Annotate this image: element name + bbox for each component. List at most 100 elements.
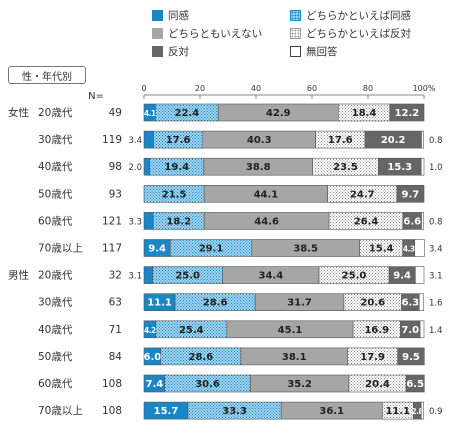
bar-label-disagree: 9.5 (402, 352, 420, 363)
n-value: 108 (102, 405, 122, 417)
bar-label-neutral: 44.6 (254, 216, 279, 227)
legend-item-disagree: 反対 (152, 44, 189, 58)
x-tick-label: 40 (251, 84, 261, 93)
bar-label-neutral: 31.7 (287, 298, 312, 309)
bar-segment-disagree (397, 347, 425, 366)
bar-label-somewhat-disagree: 25.0 (342, 271, 367, 282)
bar-label-disagree: 7.0 (401, 325, 419, 336)
bar-label-somewhat-disagree: 11.1 (385, 406, 410, 417)
outside-right-label: 0.9 (429, 407, 443, 417)
legend-swatch-neutral (152, 27, 163, 39)
x-tick-label: 80 (363, 84, 373, 93)
age-label: 50歳代 (38, 188, 73, 200)
bar-segment-no-answer (415, 266, 425, 284)
legend-item-agree: 同感 (152, 8, 189, 22)
legend-label-somewhat-agree: どちらかといえば同感 (306, 9, 411, 22)
n-value: 117 (102, 243, 122, 255)
x-tick-label: 60 (307, 84, 317, 93)
bar-label-somewhat-agree: 25.4 (179, 325, 204, 336)
bar-row: 70歳以上 108 15.7 33.3 36.1 11.1 2.8 0.9 (38, 401, 443, 420)
bar-rows: 女性 20歳代 49 4.1 22.4 42.9 18.4 12.2 30歳代 119 17.6 40… (8, 103, 443, 420)
n-value: 84 (109, 351, 123, 363)
bar-label-somewhat-agree: 22.4 (174, 108, 199, 119)
bar-row: 60歳代 121 18.2 44.6 26.4 6.6 3.3 0.8 (38, 212, 443, 230)
bar-segment-agree (143, 212, 154, 230)
n-value: 93 (109, 188, 122, 200)
bar-label-somewhat-disagree: 23.5 (333, 162, 358, 173)
bar-label-somewhat-agree: 21.5 (162, 189, 187, 200)
n-value: 108 (102, 378, 122, 390)
bar-label-neutral: 42.9 (266, 108, 291, 119)
bar-label-somewhat-agree: 19.4 (164, 162, 189, 173)
legend-item-neutral: どちらともいえない (152, 26, 262, 40)
bar-label-agree: 11.1 (147, 298, 172, 309)
bar-row: 30歳代 63 11.1 28.6 31.7 20.6 6.3 1.6 (38, 293, 443, 312)
bar-row: 40歳代 71 4.2 25.4 45.1 16.9 7.0 1.4 (38, 320, 443, 339)
age-label: 40歳代 (38, 324, 73, 336)
bar-label-neutral: 40.3 (247, 135, 272, 146)
age-label: 50歳代 (38, 351, 73, 363)
outside-right-label: 0.8 (429, 136, 443, 146)
age-label: 30歳代 (38, 134, 73, 146)
bar-label-neutral: 36.1 (319, 406, 344, 417)
bar-segment-agree (143, 157, 150, 176)
bar-label-agree: 6.0 (144, 352, 162, 363)
bar-label-somewhat-disagree: 16.9 (364, 325, 389, 336)
age-label: 40歳代 (38, 161, 73, 173)
n-value: 71 (109, 324, 122, 336)
legend-swatch-agree (152, 9, 163, 21)
bar-segment-no-answer (419, 320, 425, 339)
outside-right-label: 0.8 (429, 217, 443, 227)
legend-item-somewhat-agree: どちらかといえば同感 (290, 8, 411, 22)
outside-right-label: 1.4 (429, 326, 443, 336)
bar-label-somewhat-agree: 29.1 (199, 244, 224, 255)
outside-left-label: 3.4 (128, 136, 142, 146)
bar-label-somewhat-agree: 28.6 (188, 352, 213, 363)
n-header: N= (88, 91, 104, 102)
bar-label-somewhat-agree: 30.6 (195, 379, 220, 390)
legend-label-disagree: 反対 (168, 45, 189, 58)
bar-label-agree: 4.1 (144, 109, 156, 118)
x-axis: 0 20 40 60 80 100% (141, 84, 436, 99)
bar-label-neutral: 35.2 (287, 379, 312, 390)
bar-label-neutral: 38.5 (293, 244, 318, 255)
bar-label-somewhat-disagree: 24.7 (350, 189, 375, 200)
bar-label-disagree: 6.3 (402, 298, 420, 309)
legend-swatch-disagree (152, 45, 163, 57)
legend-label-somewhat-disagree: どちらかといえば反対 (306, 27, 411, 40)
n-value: 63 (109, 297, 122, 309)
bar-segment-no-answer (421, 130, 425, 149)
n-value: 121 (102, 215, 122, 227)
legend-swatch-somewhat-agree (290, 9, 301, 21)
bar-label-somewhat-disagree: 17.9 (360, 352, 385, 363)
age-label: 30歳代 (38, 297, 73, 309)
age-label: 20歳代 (38, 107, 73, 119)
sex-label: 女性 (8, 106, 29, 119)
bar-row: 50歳代 84 6.0 28.6 38.1 17.9 9.5 (38, 347, 425, 366)
bar-label-somewhat-agree: 33.3 (222, 406, 247, 417)
legend-label-neutral: どちらともいえない (168, 27, 263, 40)
bar-label-somewhat-agree: 28.6 (203, 298, 228, 309)
bar-label-agree: 7.4 (146, 379, 164, 390)
n-header-group: N= (88, 91, 104, 102)
age-label: 60歳代 (38, 378, 73, 390)
bar-label-disagree: 6.6 (403, 216, 421, 227)
bar-label-disagree: 15.3 (387, 162, 412, 173)
n-value: 32 (109, 270, 122, 282)
bar-label-somewhat-agree: 17.6 (166, 135, 191, 146)
bar-row: 女性 20歳代 49 4.1 22.4 42.9 18.4 12.2 (8, 103, 425, 122)
x-tick-label: 100% (413, 84, 436, 93)
bar-label-neutral: 38.8 (246, 162, 271, 173)
outside-right-label: 3.4 (429, 245, 443, 255)
outside-right-label: 1.0 (429, 163, 443, 173)
bar-label-agree: 9.4 (148, 244, 166, 255)
x-tick-label: 0 (141, 84, 146, 93)
legend-swatch-somewhat-disagree (290, 27, 301, 39)
bar-label-neutral: 34.4 (258, 271, 283, 282)
bar-label-somewhat-disagree: 20.6 (360, 298, 385, 309)
bar-segment-agree (143, 266, 153, 284)
sex-label: 男性 (8, 269, 29, 282)
bar-label-disagree: 20.2 (381, 135, 406, 146)
bar-label-somewhat-agree: 25.0 (175, 271, 200, 282)
